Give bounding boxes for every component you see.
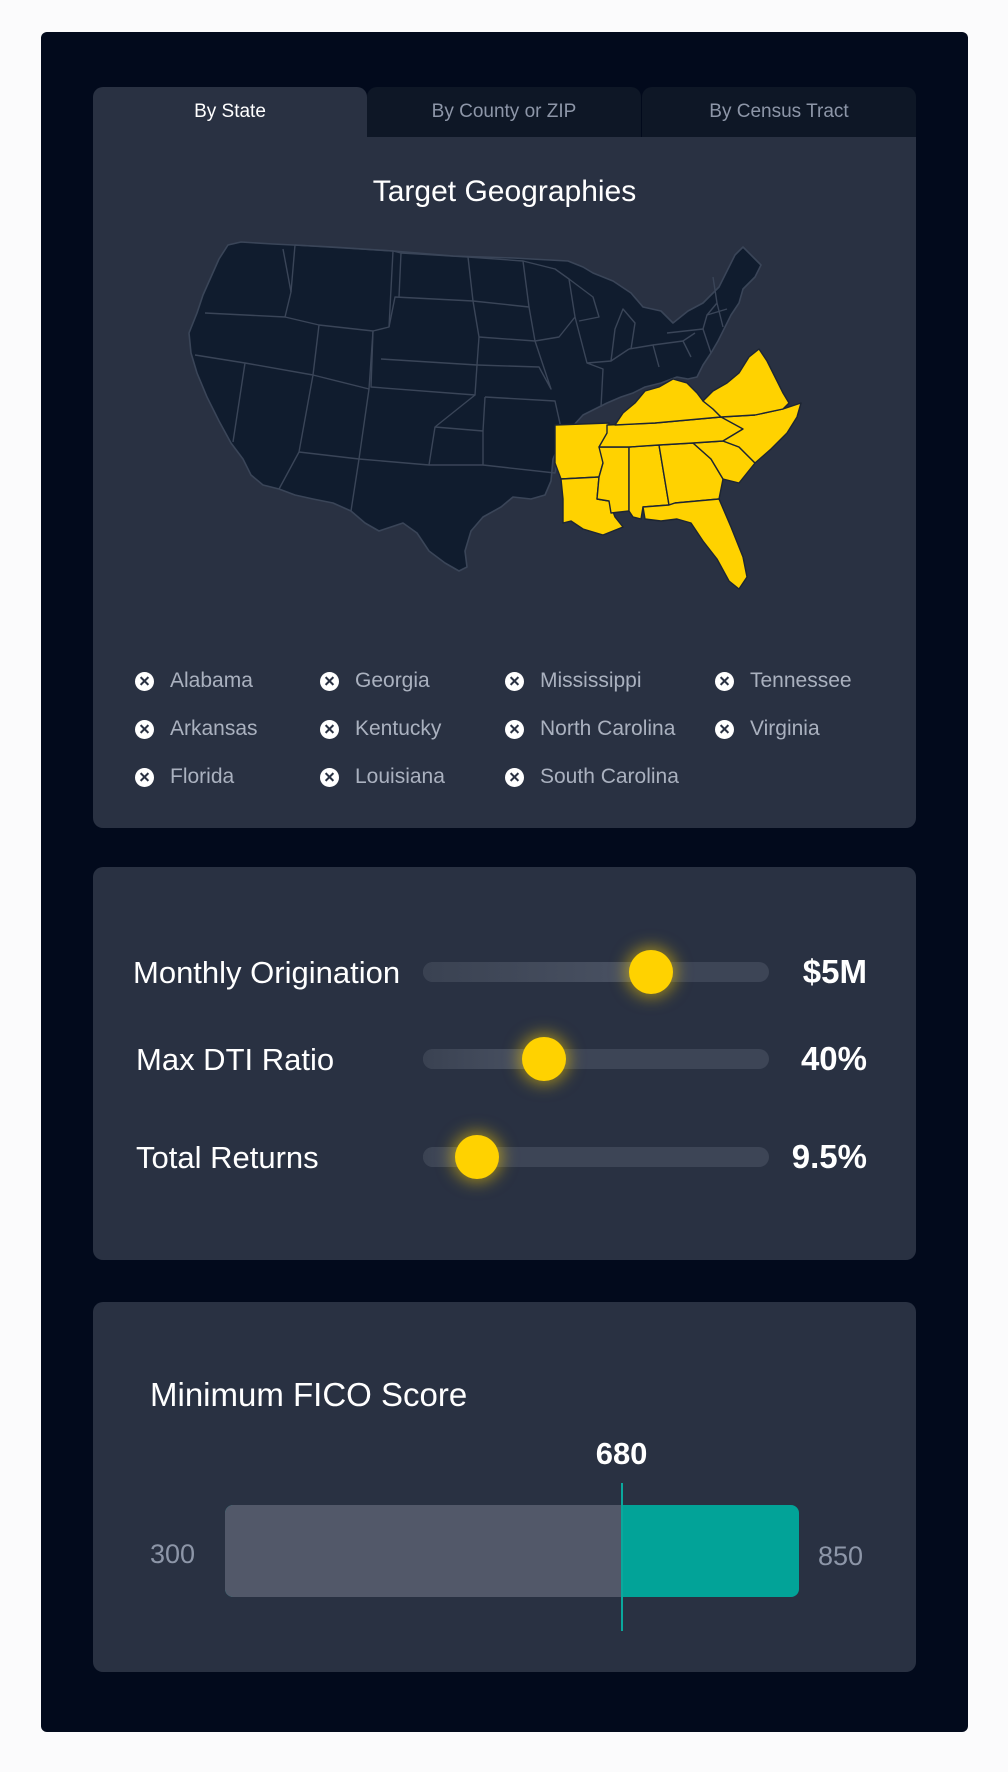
slider-thumb[interactable] <box>454 1135 499 1179</box>
remove-icon[interactable] <box>320 767 339 787</box>
state-chip-label: North Carolina <box>540 717 676 740</box>
total-returns-slider[interactable] <box>423 1135 769 1179</box>
state-chip[interactable]: Arkansas <box>135 715 258 743</box>
fico-min-label: 300 <box>150 1539 196 1569</box>
slider-thumb[interactable] <box>629 950 674 994</box>
slider-label: Max DTI Ratio <box>136 1042 335 1077</box>
remove-icon[interactable] <box>505 719 524 739</box>
state-chip-label: Virginia <box>750 717 820 740</box>
max-dti-ratio-slider[interactable] <box>423 1037 769 1081</box>
state-chip-label: Georgia <box>355 669 430 692</box>
fico-value: 680 <box>595 1436 648 1471</box>
state-chip[interactable]: Alabama <box>135 667 253 695</box>
remove-icon[interactable] <box>715 671 734 691</box>
monthly-origination-slider[interactable] <box>423 950 769 994</box>
remove-icon[interactable] <box>505 671 524 691</box>
state-chip-label: Kentucky <box>355 717 442 740</box>
fico-max-label: 850 <box>818 1541 864 1571</box>
state-chip-label: Florida <box>170 765 235 788</box>
us-outline <box>188 241 762 572</box>
state-chip[interactable]: Georgia <box>320 667 430 695</box>
selected-states-list: Alabama Georgia Mississippi Tennessee Ar… <box>135 667 875 817</box>
state-chip-label: Mississippi <box>540 669 642 692</box>
state-virginia[interactable] <box>702 348 790 418</box>
state-chip[interactable]: Tennessee <box>715 667 852 695</box>
fico-range-bar[interactable] <box>225 1505 799 1597</box>
tab-by-state[interactable]: By State <box>93 87 367 137</box>
fico-threshold-handle[interactable] <box>620 1483 623 1631</box>
slider-label: Total Returns <box>136 1140 319 1175</box>
fico-title: Minimum FICO Score <box>150 1376 468 1413</box>
slider-row-monthly-origination: Monthly Origination $5M <box>93 947 916 997</box>
state-chip[interactable]: Louisiana <box>320 763 445 791</box>
fico-excluded-range <box>225 1505 622 1597</box>
remove-icon[interactable] <box>320 671 339 691</box>
state-chip-label: Louisiana <box>355 765 445 788</box>
state-chip[interactable]: Virginia <box>715 715 820 743</box>
slider-row-max-dti-ratio: Max DTI Ratio 40% <box>93 1034 916 1084</box>
geography-title: Target Geographies <box>372 175 637 208</box>
remove-icon[interactable] <box>505 767 524 787</box>
state-chip-label: South Carolina <box>540 765 679 788</box>
tab-by-county-or-zip[interactable]: By County or ZIP <box>367 87 641 137</box>
target-geographies-card: Target Geographies <box>93 137 916 828</box>
minimum-fico-card: Minimum FICO Score 680 300 850 <box>93 1302 916 1672</box>
state-chip[interactable]: Kentucky <box>320 715 441 743</box>
slider-value: 9.5% <box>791 1138 867 1175</box>
remove-icon[interactable] <box>715 719 734 739</box>
state-chip[interactable]: South Carolina <box>505 763 679 791</box>
slider-value: $5M <box>802 953 867 990</box>
remove-icon[interactable] <box>320 719 339 739</box>
state-chip-label: Alabama <box>170 669 253 692</box>
state-chip-label: Arkansas <box>170 717 258 740</box>
geography-tabs: By State By County or ZIP By Census Trac… <box>93 87 916 137</box>
state-chip[interactable]: Florida <box>135 763 234 791</box>
us-states-map[interactable] <box>183 237 833 677</box>
state-chip-label: Tennessee <box>750 669 852 692</box>
remove-icon[interactable] <box>135 767 154 787</box>
slider-thumb[interactable] <box>522 1037 567 1081</box>
slider-label: Monthly Origination <box>133 955 401 990</box>
remove-icon[interactable] <box>135 671 154 691</box>
slider-fill <box>423 1049 545 1069</box>
tab-by-census-tract[interactable]: By Census Tract <box>642 87 916 137</box>
remove-icon[interactable] <box>135 719 154 739</box>
state-chip[interactable]: Mississippi <box>505 667 642 695</box>
slider-fill <box>423 962 652 982</box>
slider-value: 40% <box>800 1040 867 1077</box>
state-chip[interactable]: North Carolina <box>505 715 675 743</box>
slider-row-total-returns: Total Returns 9.5% <box>93 1132 916 1182</box>
criteria-sliders-card: Monthly Origination $5M Max DTI Ratio 40… <box>93 867 916 1260</box>
state-florida[interactable] <box>642 498 748 590</box>
